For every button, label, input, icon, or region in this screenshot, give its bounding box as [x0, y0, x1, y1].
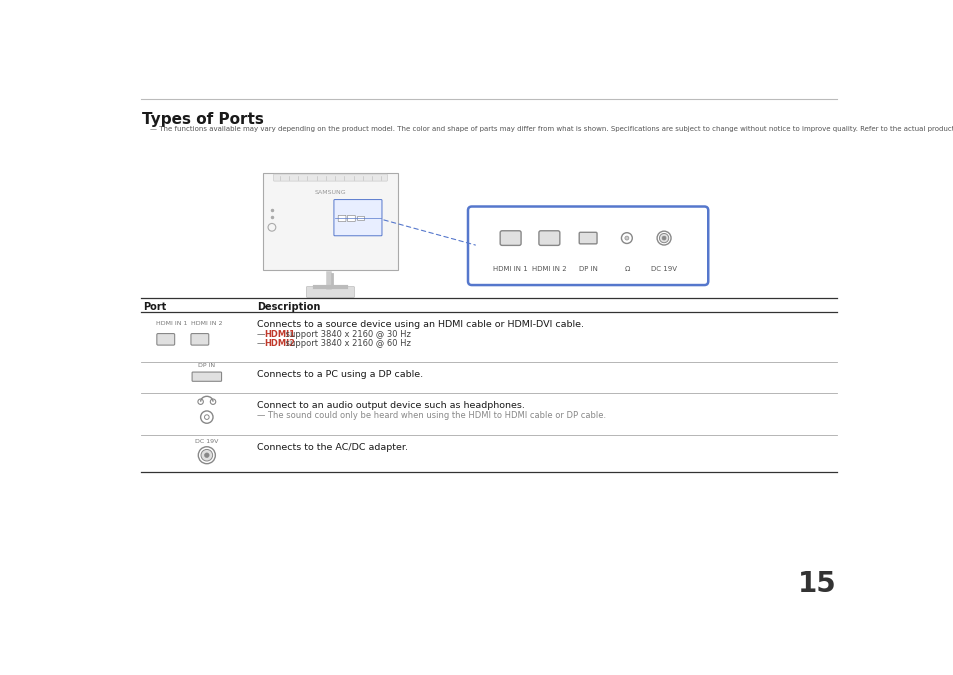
Circle shape — [201, 450, 213, 461]
Text: —: — — [257, 329, 268, 339]
Text: DC 19V: DC 19V — [195, 439, 218, 444]
Text: support 3840 x 2160 @ 60 Hz: support 3840 x 2160 @ 60 Hz — [282, 339, 410, 348]
Circle shape — [659, 234, 668, 243]
Text: SAMSUNG: SAMSUNG — [314, 190, 346, 195]
FancyBboxPatch shape — [156, 333, 174, 345]
Text: Port: Port — [143, 302, 167, 312]
Text: Connects to the AC/DC adapter.: Connects to the AC/DC adapter. — [257, 443, 408, 452]
Circle shape — [624, 236, 628, 240]
Text: — The functions available may vary depending on the product model. The color and: — The functions available may vary depen… — [150, 126, 953, 132]
FancyBboxPatch shape — [192, 372, 221, 381]
Circle shape — [204, 453, 209, 458]
Text: 15: 15 — [798, 570, 836, 598]
Text: HDMI IN 2: HDMI IN 2 — [191, 321, 222, 325]
FancyBboxPatch shape — [274, 174, 387, 181]
Text: HDMI1: HDMI1 — [264, 329, 294, 339]
FancyBboxPatch shape — [337, 215, 346, 221]
Text: —: — — [257, 339, 268, 348]
Text: Connects to a PC using a DP cable.: Connects to a PC using a DP cable. — [257, 370, 423, 379]
FancyBboxPatch shape — [347, 215, 355, 221]
FancyBboxPatch shape — [499, 231, 520, 246]
Text: HDMI IN 1: HDMI IN 1 — [493, 266, 527, 272]
Text: Connects to a source device using an HDMI cable or HDMI-DVI cable.: Connects to a source device using an HDM… — [257, 320, 583, 329]
Text: Types of Ports: Types of Ports — [142, 112, 264, 127]
Text: HDMI2: HDMI2 — [264, 339, 294, 348]
Text: HDMI IN 2: HDMI IN 2 — [532, 266, 566, 272]
FancyBboxPatch shape — [191, 333, 209, 345]
Text: Description: Description — [257, 302, 320, 312]
Text: DC 19V: DC 19V — [650, 266, 677, 272]
Text: DP IN: DP IN — [198, 362, 215, 368]
Text: support 3840 x 2160 @ 30 Hz: support 3840 x 2160 @ 30 Hz — [282, 329, 410, 339]
Text: HDMI IN 1: HDMI IN 1 — [156, 321, 188, 325]
FancyBboxPatch shape — [306, 287, 355, 298]
Text: Connect to an audio output device such as headphones.: Connect to an audio output device such a… — [257, 400, 524, 410]
FancyBboxPatch shape — [262, 173, 397, 269]
FancyBboxPatch shape — [538, 231, 559, 246]
FancyBboxPatch shape — [468, 207, 707, 285]
Circle shape — [661, 236, 665, 240]
FancyBboxPatch shape — [357, 216, 364, 221]
Text: DP IN: DP IN — [578, 266, 597, 272]
FancyBboxPatch shape — [578, 232, 597, 244]
Text: Ω: Ω — [623, 266, 629, 272]
Text: — The sound could only be heard when using the HDMI to HDMI cable or DP cable.: — The sound could only be heard when usi… — [257, 410, 606, 420]
FancyBboxPatch shape — [334, 200, 381, 236]
